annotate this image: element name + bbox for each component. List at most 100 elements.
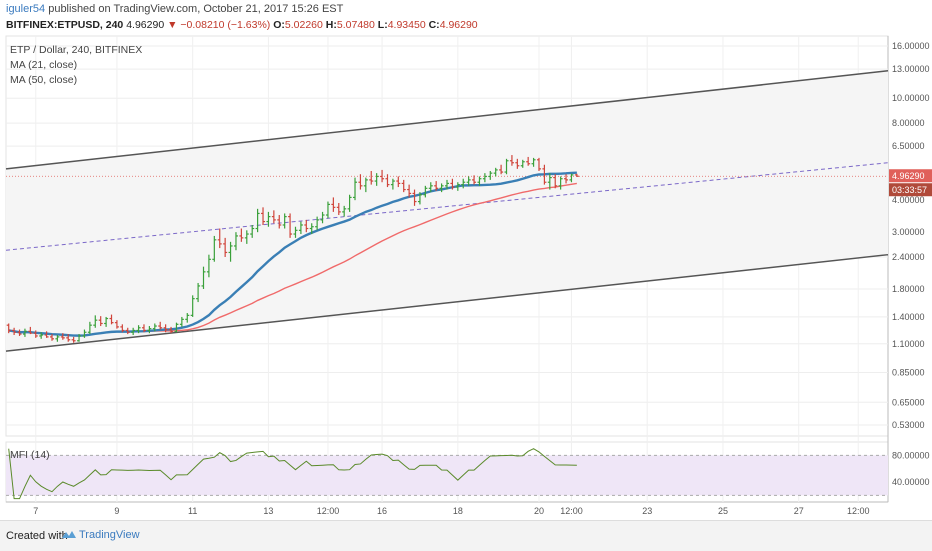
ohlc-bar: [271, 210, 276, 224]
ohlc-bar: [536, 157, 541, 171]
ohlc-bar: [455, 182, 460, 191]
ohlc-bar: [353, 177, 358, 201]
ohlc-bar: [196, 282, 201, 303]
ohlc-bar: [125, 327, 130, 335]
ohlc-bar: [488, 170, 493, 180]
ohlc-bar: [288, 213, 293, 238]
low-label: L:: [377, 19, 388, 31]
ohlc-bar: [445, 179, 449, 190]
author-link[interactable]: iguler54: [6, 3, 46, 15]
y-tick-label: 8.00000: [892, 118, 925, 128]
ohlc-bar: [461, 178, 466, 189]
ohlc-bar: [428, 182, 433, 193]
ohlc-bar: [385, 174, 390, 188]
ohlc-bar: [477, 176, 482, 186]
x-tick-label: 27: [794, 506, 804, 516]
ohlc-bar: [17, 329, 22, 336]
legend-ma21[interactable]: MA (21, close): [10, 59, 78, 71]
legend-mfi[interactable]: MFI (14): [10, 449, 50, 461]
ohlc-bar: [542, 164, 547, 185]
y-tick-label: 1.40000: [892, 312, 925, 322]
ohlc-bar: [515, 158, 520, 169]
ohlc-bar: [228, 241, 233, 262]
ohlc-bar: [520, 159, 525, 168]
ohlc-bar: [412, 189, 417, 206]
ohlc-bar: [185, 313, 190, 323]
ohlc-bar: [152, 323, 157, 332]
x-tick-label: 9: [114, 506, 119, 516]
x-tick-label: 25: [718, 506, 728, 516]
ohlc-bar: [141, 324, 146, 333]
legend-ma50[interactable]: MA (50, close): [10, 74, 78, 86]
y-tick-label: 6.50000: [892, 141, 925, 151]
tradingview-link[interactable]: TradingView: [62, 529, 140, 541]
created-with-text: Created with: [6, 530, 68, 542]
x-tick-label: 12:00: [317, 506, 340, 516]
ohlc-bar: [374, 173, 379, 186]
ohlc-bar: [223, 237, 228, 257]
open-label: O:: [273, 19, 285, 31]
low-value: 4.93450: [387, 19, 426, 31]
y-tick-label: 0.65000: [892, 397, 925, 407]
last-price-tag-label: 4.96290: [892, 171, 925, 181]
y-tick-label: 10.00000: [892, 93, 930, 103]
ohlc-bar: [450, 178, 455, 190]
ohlc-bar: [293, 226, 298, 238]
mfi-tick-label: 40.00000: [892, 477, 930, 487]
last-price: 4.96290: [126, 19, 165, 31]
ohlc-bar: [217, 228, 222, 249]
ohlc-bar: [22, 328, 27, 337]
ohlc-bar: [136, 325, 141, 334]
ohlc-bar: [71, 336, 76, 343]
ohlc-bar: [212, 235, 217, 262]
tradingview-brand: TradingView: [79, 529, 140, 541]
ohlc-bar: [244, 230, 249, 244]
ohlc-bar: [499, 164, 504, 175]
ohlc-bar: [66, 334, 71, 342]
close-value: 4.96290: [439, 19, 478, 31]
ohlc-bar: [206, 254, 211, 278]
ohlc-bar: [28, 326, 33, 335]
ohlc-bar: [336, 202, 341, 216]
ohlc-bar: [255, 208, 260, 233]
ohlc-bar: [315, 216, 320, 231]
ohlc-bar: [547, 173, 552, 190]
ohlc-bar: [169, 326, 174, 334]
ohlc-bar: [526, 156, 531, 166]
price-chart[interactable]: 16.00000 13.00000 10.00000 8.00000 6.50000 5.…: [0, 0, 932, 520]
x-tick-label: 20: [534, 506, 544, 516]
x-tick-label: 16: [377, 506, 387, 516]
x-tick-label: 23: [642, 506, 652, 516]
y-tick-label: 0.53000: [892, 420, 925, 430]
price-change: ▼ −0.08210 (−1.63%): [167, 19, 271, 31]
x-tick-label: 13: [263, 506, 273, 516]
ohlc-bar: [109, 314, 114, 325]
ohlc-bar: [325, 201, 330, 219]
ohlc-bar: [87, 321, 92, 335]
ohlc-bar: [298, 221, 303, 235]
high-value: 5.07480: [336, 19, 375, 31]
tradingview-logo-icon: [62, 530, 76, 539]
y-tick-label: 16.00000: [892, 41, 930, 51]
ohlc-bar: [342, 205, 347, 217]
y-tick-label: 3.00000: [892, 227, 925, 237]
ohlc-bar: [320, 211, 325, 224]
symbol-info: BITFINEX:ETPUSD, 240 4.96290 ▼ −0.08210 …: [6, 19, 478, 31]
ohlc-bar: [6, 323, 11, 334]
ohlc-bar: [304, 219, 309, 233]
ohlc-bar: [472, 175, 477, 185]
ohlc-bar: [574, 173, 579, 177]
ohlc-bar: [309, 223, 314, 235]
ohlc-bar: [233, 232, 238, 251]
publish-info: iguler54 published on TradingView.com, O…: [6, 3, 343, 15]
y-tick-label: 2.40000: [892, 252, 925, 262]
ohlc-bar: [347, 194, 352, 212]
ohlc-bar: [401, 179, 406, 193]
ohlc-bar: [261, 207, 266, 225]
ohlc-bar: [282, 213, 287, 229]
mfi-band: [6, 455, 888, 496]
ohlc-bar: [163, 324, 168, 333]
channel-upper-line: [5, 70, 889, 170]
ohlc-bar: [407, 184, 412, 198]
ohlc-bar: [60, 333, 65, 340]
